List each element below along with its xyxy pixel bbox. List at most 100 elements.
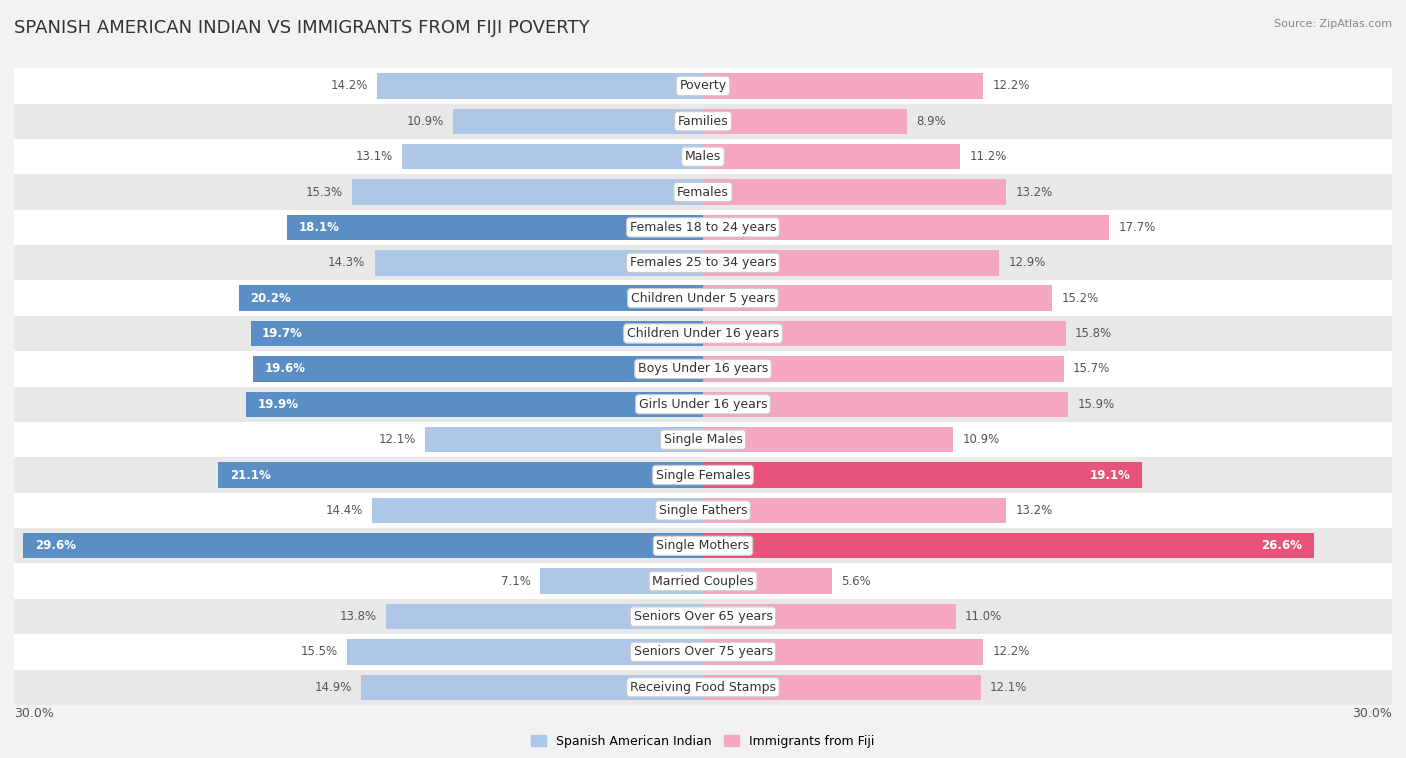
Bar [703,568,831,594]
Bar [373,498,703,523]
Bar [14,493,1392,528]
Text: 15.5%: 15.5% [301,645,337,659]
Bar [361,675,703,700]
Text: 13.2%: 13.2% [1015,186,1053,199]
Bar [703,286,1052,311]
Text: 29.6%: 29.6% [35,539,76,553]
Bar [703,215,1109,240]
Text: 10.9%: 10.9% [963,433,1000,446]
Text: 13.2%: 13.2% [1015,504,1053,517]
Bar [253,356,703,381]
Bar [425,427,703,453]
Text: 20.2%: 20.2% [250,292,291,305]
Text: 15.8%: 15.8% [1076,327,1112,340]
Bar [14,422,1392,457]
Text: Poverty: Poverty [679,80,727,92]
Bar [14,457,1392,493]
Text: Families: Families [678,114,728,128]
Bar [377,74,703,99]
Bar [703,108,907,134]
Bar [352,180,703,205]
Text: 14.9%: 14.9% [315,681,352,694]
Text: 19.9%: 19.9% [257,398,298,411]
Text: 15.3%: 15.3% [305,186,343,199]
Bar [703,533,1313,559]
Text: 19.6%: 19.6% [264,362,305,375]
Bar [703,392,1069,417]
Text: 15.7%: 15.7% [1073,362,1109,375]
Bar [14,174,1392,210]
Bar [14,68,1392,104]
Bar [703,498,1007,523]
Text: 10.9%: 10.9% [406,114,443,128]
Text: 13.8%: 13.8% [340,610,377,623]
Text: Single Fathers: Single Fathers [659,504,747,517]
Text: Children Under 16 years: Children Under 16 years [627,327,779,340]
Text: Children Under 5 years: Children Under 5 years [631,292,775,305]
Bar [14,634,1392,669]
Text: 12.9%: 12.9% [1008,256,1046,269]
Bar [387,604,703,629]
Bar [246,392,703,417]
Bar [347,639,703,665]
Text: 5.6%: 5.6% [841,575,870,587]
Bar [250,321,703,346]
Text: 8.9%: 8.9% [917,114,946,128]
Bar [14,387,1392,422]
Bar [14,528,1392,563]
Text: 7.1%: 7.1% [501,575,531,587]
Bar [703,74,983,99]
Bar [14,669,1392,705]
Text: 26.6%: 26.6% [1261,539,1302,553]
Text: 14.3%: 14.3% [328,256,366,269]
Bar [14,139,1392,174]
Text: 30.0%: 30.0% [1353,706,1392,719]
Text: Males: Males [685,150,721,163]
Bar [218,462,703,487]
Text: 19.1%: 19.1% [1090,468,1130,481]
Bar [239,286,703,311]
Text: 11.0%: 11.0% [965,610,1002,623]
Text: 17.7%: 17.7% [1119,221,1156,234]
Bar [14,599,1392,634]
Bar [14,280,1392,316]
Bar [14,563,1392,599]
Bar [14,210,1392,245]
Text: Single Females: Single Females [655,468,751,481]
Text: Females 25 to 34 years: Females 25 to 34 years [630,256,776,269]
Bar [540,568,703,594]
Text: Girls Under 16 years: Girls Under 16 years [638,398,768,411]
Bar [14,245,1392,280]
Text: Single Males: Single Males [664,433,742,446]
Text: Seniors Over 75 years: Seniors Over 75 years [634,645,772,659]
Text: Married Couples: Married Couples [652,575,754,587]
Text: 12.1%: 12.1% [378,433,416,446]
Text: 19.7%: 19.7% [262,327,302,340]
Bar [703,604,956,629]
Bar [703,639,983,665]
Text: Females 18 to 24 years: Females 18 to 24 years [630,221,776,234]
Bar [703,675,981,700]
Legend: Spanish American Indian, Immigrants from Fiji: Spanish American Indian, Immigrants from… [526,730,880,753]
Bar [402,144,703,169]
Text: Receiving Food Stamps: Receiving Food Stamps [630,681,776,694]
Text: 13.1%: 13.1% [356,150,392,163]
Bar [24,533,703,559]
Bar [14,316,1392,351]
Text: 18.1%: 18.1% [299,221,340,234]
Bar [14,104,1392,139]
Text: 12.1%: 12.1% [990,681,1028,694]
Text: Boys Under 16 years: Boys Under 16 years [638,362,768,375]
Text: SPANISH AMERICAN INDIAN VS IMMIGRANTS FROM FIJI POVERTY: SPANISH AMERICAN INDIAN VS IMMIGRANTS FR… [14,19,589,37]
Text: 30.0%: 30.0% [14,706,53,719]
Bar [703,356,1063,381]
Text: 12.2%: 12.2% [993,80,1029,92]
Bar [703,462,1142,487]
Text: Females: Females [678,186,728,199]
Text: 12.2%: 12.2% [993,645,1029,659]
Bar [703,321,1066,346]
Text: Single Mothers: Single Mothers [657,539,749,553]
Bar [703,180,1007,205]
Text: 11.2%: 11.2% [969,150,1007,163]
Bar [703,144,960,169]
